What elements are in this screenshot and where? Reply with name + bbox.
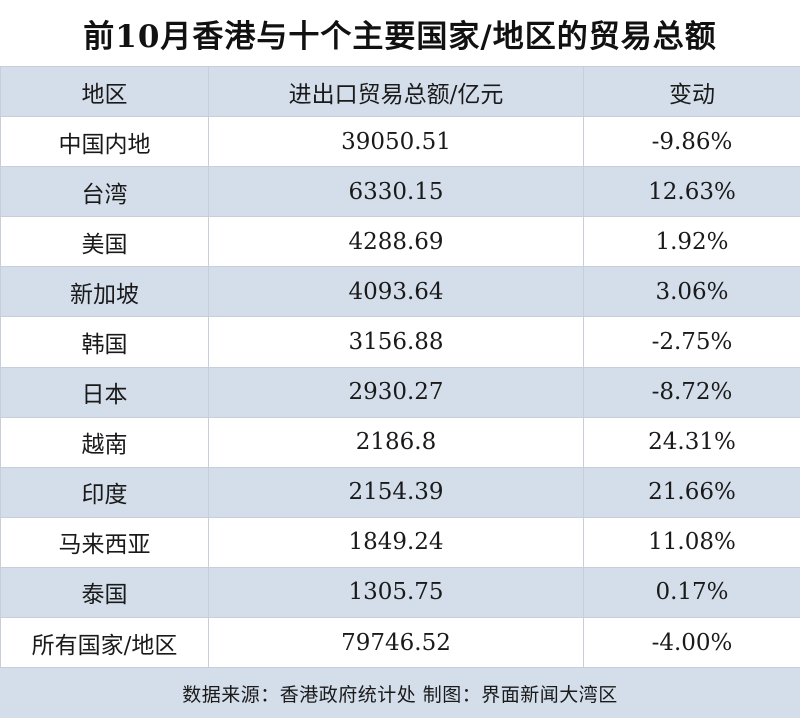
table-row: 马来西亚 1849.24 11.08%	[0, 516, 800, 568]
cell-region: 日本	[0, 366, 209, 418]
column-header-total: 进出口贸易总额/亿元	[208, 65, 584, 118]
table-body: 中国内地 39050.51 -9.86% 台湾 6330.15 12.63% 美国 4288.…	[0, 116, 800, 669]
cell-region: 韩国	[0, 316, 209, 368]
cell-region: 中国内地	[0, 116, 209, 168]
table-row: 台湾 6330.15 12.63%	[0, 166, 800, 218]
cell-trade-total: 2930.27	[208, 366, 584, 418]
cell-change: -4.00%	[583, 617, 800, 669]
cell-trade-total: 2186.8	[208, 416, 584, 468]
source-footer: 数据来源：香港政府统计处 制图：界面新闻大湾区	[0, 667, 800, 718]
cell-change: 21.66%	[583, 466, 800, 518]
cell-region: 美国	[0, 216, 209, 268]
table-row: 日本 2930.27 -8.72%	[0, 366, 800, 418]
cell-change: 0.17%	[583, 566, 800, 619]
cell-region: 泰国	[0, 566, 209, 619]
cell-region: 马来西亚	[0, 516, 209, 568]
cell-change: -8.72%	[583, 366, 800, 418]
cell-trade-total: 1305.75	[208, 566, 584, 619]
page-title: 前10月香港与十个主要国家/地区的贸易总额	[83, 18, 717, 55]
cell-trade-total: 2154.39	[208, 466, 584, 518]
cell-change: 12.63%	[583, 166, 800, 218]
cell-region: 越南	[0, 416, 209, 468]
cell-change: 3.06%	[583, 266, 800, 318]
cell-trade-total: 3156.88	[208, 316, 584, 368]
cell-region: 台湾	[0, 166, 209, 218]
table-row: 印度 2154.39 21.66%	[0, 466, 800, 518]
cell-region: 印度	[0, 466, 209, 518]
cell-trade-total: 4288.69	[208, 216, 584, 268]
cell-change: -2.75%	[583, 316, 800, 368]
cell-change: 1.92%	[583, 216, 800, 268]
cell-change: 24.31%	[583, 416, 800, 468]
column-header-region: 地区	[0, 65, 209, 118]
table-row: 新加坡 4093.64 3.06%	[0, 266, 800, 318]
table-row: 韩国 3156.88 -2.75%	[0, 316, 800, 368]
table-row: 中国内地 39050.51 -9.86%	[0, 116, 800, 168]
trade-table: 地区 进出口贸易总额/亿元 变动 中国内地 39050.51 -9.86% 台湾 633…	[0, 65, 800, 669]
column-header-change: 变动	[583, 65, 800, 118]
cell-change: -9.86%	[583, 116, 800, 168]
table-row: 美国 4288.69 1.92%	[0, 216, 800, 268]
cell-trade-total: 39050.51	[208, 116, 584, 168]
table-row: 所有国家/地区 79746.52 -4.00%	[0, 617, 800, 669]
table-row: 越南 2186.8 24.31%	[0, 416, 800, 468]
cell-trade-total: 1849.24	[208, 516, 584, 568]
cell-trade-total: 79746.52	[208, 617, 584, 669]
table-header-row: 地区 进出口贸易总额/亿元 变动	[0, 65, 800, 118]
cell-trade-total: 4093.64	[208, 266, 584, 318]
cell-change: 11.08%	[583, 516, 800, 568]
cell-region: 新加坡	[0, 266, 209, 318]
cell-trade-total: 6330.15	[208, 166, 584, 218]
table-row: 泰国 1305.75 0.17%	[0, 566, 800, 619]
cell-region: 所有国家/地区	[0, 617, 209, 669]
